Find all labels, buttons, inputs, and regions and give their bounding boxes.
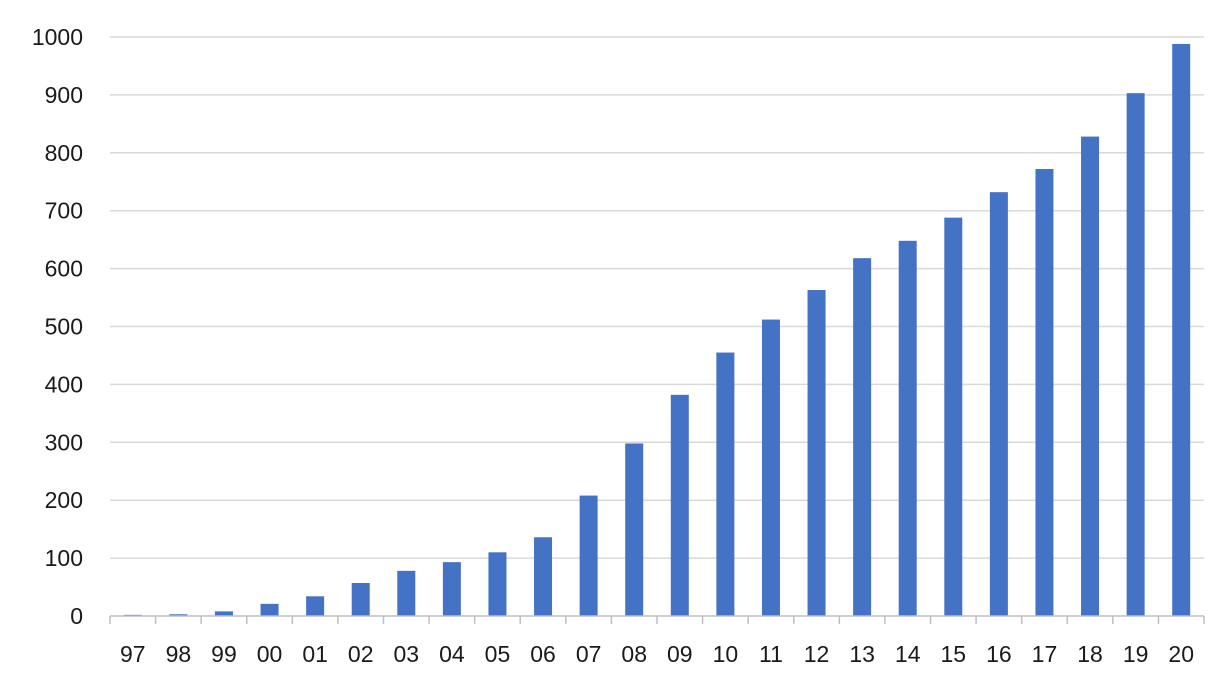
x-tick-label: 05 bbox=[485, 641, 511, 667]
bar-18 bbox=[1081, 136, 1100, 616]
bar-11 bbox=[761, 319, 780, 616]
bar-19 bbox=[1126, 93, 1145, 616]
x-tick-label: 12 bbox=[804, 641, 830, 667]
x-axis-tick-labels: 97 98 99 00 01 02 03 04 05 06 07 08 09 10 11 12 13 14 15 16… bbox=[120, 641, 1194, 667]
x-tick-label: 08 bbox=[621, 641, 647, 667]
bar-98 bbox=[169, 614, 188, 616]
bar-02 bbox=[351, 582, 370, 616]
bar-07 bbox=[579, 495, 598, 616]
x-tick-label: 11 bbox=[759, 641, 783, 667]
x-tick-label: 20 bbox=[1168, 641, 1194, 667]
y-tick-label: 500 bbox=[45, 314, 83, 340]
bar-20 bbox=[1172, 43, 1191, 616]
x-tick-label: 13 bbox=[849, 641, 875, 667]
bar-13 bbox=[853, 258, 872, 616]
y-axis-tick-labels: 0 100 200 300 400 500 600 700 800 900 1000 bbox=[32, 24, 83, 629]
x-tick-label: 00 bbox=[257, 641, 283, 667]
x-tick-label: 06 bbox=[530, 641, 556, 667]
bar-08 bbox=[625, 443, 644, 616]
y-tick-label: 900 bbox=[45, 82, 83, 108]
y-tick-label: 100 bbox=[45, 545, 83, 571]
bar-01 bbox=[306, 596, 325, 616]
x-tick-label: 04 bbox=[439, 641, 465, 667]
bar-03 bbox=[397, 570, 416, 616]
bar-06 bbox=[534, 537, 553, 616]
bar-05 bbox=[488, 552, 507, 616]
x-tick-label: 98 bbox=[166, 641, 192, 667]
y-tick-label: 400 bbox=[45, 371, 83, 397]
x-tick-label: 09 bbox=[667, 641, 693, 667]
x-tick-label: 01 bbox=[302, 641, 328, 667]
x-tick-label: 99 bbox=[211, 641, 237, 667]
x-tick-label: 17 bbox=[1032, 641, 1058, 667]
y-tick-label: 200 bbox=[45, 487, 83, 513]
x-tick-label: 03 bbox=[393, 641, 419, 667]
bar-10 bbox=[716, 352, 735, 616]
bar-16 bbox=[989, 192, 1008, 616]
x-tick-label: 16 bbox=[986, 641, 1012, 667]
y-tick-label: 700 bbox=[45, 198, 83, 224]
x-tick-label: 19 bbox=[1123, 641, 1149, 667]
x-tick-label: 10 bbox=[713, 641, 739, 667]
y-tick-label: 300 bbox=[45, 429, 83, 455]
y-tick-label: 1000 bbox=[32, 24, 83, 50]
x-tick-label: 97 bbox=[120, 641, 146, 667]
y-tick-label: 800 bbox=[45, 140, 83, 166]
y-tick-label: 600 bbox=[45, 256, 83, 282]
gridlines bbox=[110, 36, 1204, 559]
x-tick-label: 14 bbox=[895, 641, 921, 667]
bar-09 bbox=[670, 394, 689, 616]
bar-15 bbox=[944, 217, 963, 616]
x-tick-label: 07 bbox=[576, 641, 602, 667]
bars bbox=[123, 43, 1191, 617]
bar-04 bbox=[442, 562, 461, 616]
x-axis bbox=[109, 615, 1205, 624]
bar-12 bbox=[807, 290, 826, 616]
y-tick-label: 0 bbox=[70, 603, 83, 629]
x-tick-label: 15 bbox=[940, 641, 966, 667]
x-tick-label: 18 bbox=[1077, 641, 1103, 667]
x-tick-label: 02 bbox=[348, 641, 374, 667]
bar-14 bbox=[898, 240, 917, 617]
bar-99 bbox=[214, 611, 233, 616]
bar-17 bbox=[1035, 169, 1054, 616]
bar-00 bbox=[260, 603, 279, 616]
